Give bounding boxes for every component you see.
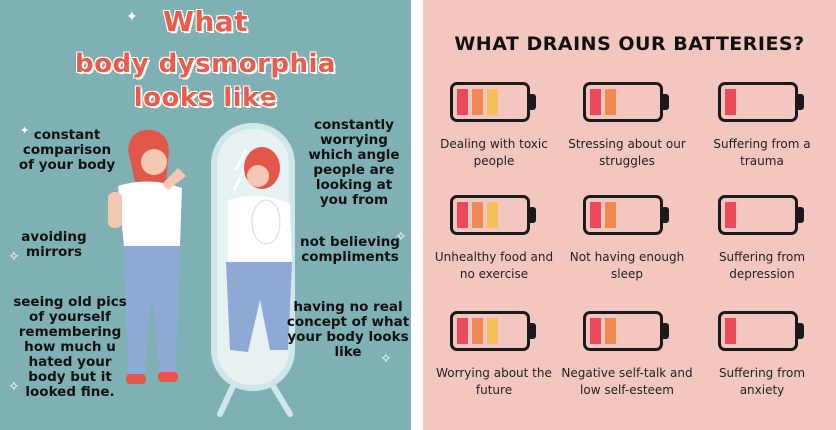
battery-icon (718, 195, 806, 239)
title-line-3: looks like (133, 83, 278, 113)
battery-item: Unhealthy food and no exercise (427, 195, 561, 283)
battery-segment (472, 202, 483, 228)
title-line-2: body dysmorphia (75, 49, 336, 79)
reflection-figure (226, 147, 292, 352)
caption-constant-comparison: constant comparison of your body (18, 127, 116, 173)
sparkle-icon: ✧ (8, 379, 20, 395)
battery-item: Not having enough sleep (560, 195, 694, 283)
battery-segment (605, 318, 616, 344)
battery-segment (605, 89, 616, 115)
battery-label: Suffering from depression (718, 250, 806, 281)
battery-icon (718, 82, 806, 126)
caption-no-real-concept: having no real concept of what your body… (286, 299, 410, 360)
caption-not-believing-compliments: not believing compliments (300, 234, 400, 265)
battery-label: Dealing with toxic people (440, 137, 548, 168)
caption-avoiding-mirrors: avoiding mirrors (21, 229, 87, 260)
battery-item: Negative self-talk and low self-esteem (560, 311, 694, 399)
battery-label: Worrying about the future (436, 366, 552, 397)
sparkle-icon: ✧ (395, 229, 407, 245)
sparkle-icon: ✦ (255, 95, 267, 111)
battery-item: Dealing with toxic people (427, 82, 561, 170)
battery-segment (725, 89, 736, 115)
batteries-title: WHAT DRAINS OUR BATTERIES? (454, 33, 805, 55)
mirror-illustration (108, 123, 295, 417)
battery-segment (457, 89, 468, 115)
caption-old-pics: seeing old pics of yourself remembering … (13, 294, 127, 400)
woman-figure (108, 129, 186, 384)
sparkle-icon: ✧ (8, 249, 20, 265)
battery-segment (457, 318, 468, 344)
battery-icon (583, 195, 671, 239)
sparkle-icon: ✧ (380, 351, 392, 367)
battery-icon (450, 195, 538, 239)
battery-item: Suffering from depression (695, 195, 829, 283)
sparkle-icon: ✦ (20, 124, 30, 137)
batteries-panel: WHAT DRAINS OUR BATTERIES? Dealing with … (423, 0, 836, 430)
caption-angle-worry: constantly worrying which angle people a… (308, 117, 400, 208)
battery-label: Negative self-talk and low self-esteem (561, 366, 693, 397)
battery-item: Suffering from anxiety (695, 311, 829, 399)
battery-segment (457, 202, 468, 228)
battery-segment (472, 318, 483, 344)
battery-segment (590, 202, 601, 228)
battery-label: Not having enough sleep (569, 250, 685, 281)
title-line-1: What (162, 5, 249, 38)
sparkle-icon: ✦ (126, 9, 138, 25)
battery-label: Unhealthy food and no exercise (434, 250, 554, 281)
battery-icon (450, 82, 538, 126)
battery-item: Worrying about the future (427, 311, 561, 399)
battery-label: Suffering from anxiety (718, 366, 806, 397)
battery-icon (583, 311, 671, 355)
battery-segment (590, 89, 601, 115)
battery-segment (487, 202, 498, 228)
battery-segment (487, 89, 498, 115)
battery-segment (472, 89, 483, 115)
battery-icon (583, 82, 671, 126)
battery-item: Suffering from a trauma (695, 82, 829, 170)
battery-label: Suffering from a trauma (713, 137, 811, 168)
battery-icon (718, 311, 806, 355)
battery-segment (487, 318, 498, 344)
battery-label: Stressing about our struggles (568, 137, 686, 168)
battery-item: Stressing about our struggles (560, 82, 694, 170)
battery-icon (450, 311, 538, 355)
battery-segment (725, 318, 736, 344)
battery-segment (605, 202, 616, 228)
body-dysmorphia-panel: What body dysmorphia looks like ✦ ✦ ✦ ✧ … (0, 0, 411, 430)
battery-segment (725, 202, 736, 228)
battery-segment (590, 318, 601, 344)
